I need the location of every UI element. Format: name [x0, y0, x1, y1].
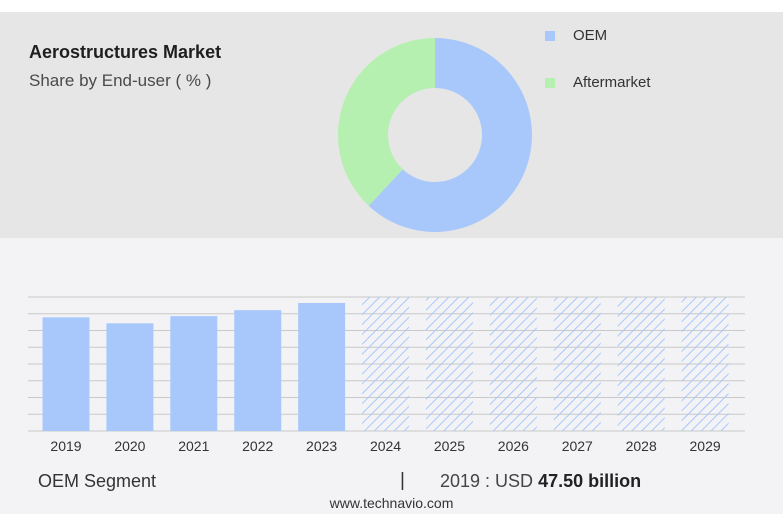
- footer-separator: |: [400, 470, 405, 491]
- legend-item-aftermarket: Aftermarket: [545, 74, 651, 91]
- x-tick-label: 2019: [50, 438, 81, 454]
- x-tick-label: 2027: [562, 438, 593, 454]
- bar-2019: [42, 317, 90, 431]
- website-link[interactable]: www.technavio.com: [329, 495, 454, 511]
- bar-forecast-2026: [489, 297, 537, 431]
- bar-forecast-2024: [362, 297, 410, 431]
- footer-value-bold: 47.50 billion: [538, 471, 642, 491]
- footer-value-prefix: 2019 : USD: [440, 471, 534, 491]
- legend-swatch-aftermarket: [545, 77, 555, 88]
- bar-forecast-2025: [425, 297, 473, 431]
- x-tick-label: 2023: [306, 438, 337, 454]
- legend-label-aftermarket: Aftermarket: [573, 74, 651, 91]
- x-tick-label: 2028: [626, 438, 657, 454]
- bar-2020: [106, 323, 154, 431]
- x-tick-label: 2020: [114, 438, 145, 454]
- bar-chart: 2019 2020 2021 2022 2023 2024 2025 2026 2027 2028…: [28, 296, 745, 454]
- footer-value: 2019 : USD 47.50 billion: [440, 471, 641, 492]
- bar-2022: [234, 310, 282, 431]
- legend-swatch-oem: [545, 30, 555, 41]
- x-tick-label: 2029: [690, 438, 721, 454]
- donut-chart: [338, 38, 532, 232]
- x-tick-label: 2025: [434, 438, 465, 454]
- x-tick-label: 2021: [178, 438, 209, 454]
- x-tick-label: 2026: [498, 438, 529, 454]
- bar-2023: [298, 302, 346, 431]
- legend-label-oem: OEM: [573, 27, 608, 44]
- chart-title: Aerostructures Market: [29, 42, 222, 62]
- bar-forecast-2029: [681, 297, 729, 431]
- bar-2021: [170, 316, 218, 431]
- bar-forecast-2028: [617, 297, 665, 431]
- bar-forecast-2027: [553, 297, 601, 431]
- x-tick-label: 2022: [242, 438, 273, 454]
- x-tick-label: 2024: [370, 438, 401, 454]
- legend-item-oem: OEM: [545, 27, 607, 44]
- donut-slice-oem: [368, 38, 532, 232]
- chart-subtitle: Share by End-user ( % ): [29, 71, 212, 90]
- donut-slice-aftermarket: [338, 38, 435, 206]
- footer-segment-label: OEM Segment: [38, 471, 157, 491]
